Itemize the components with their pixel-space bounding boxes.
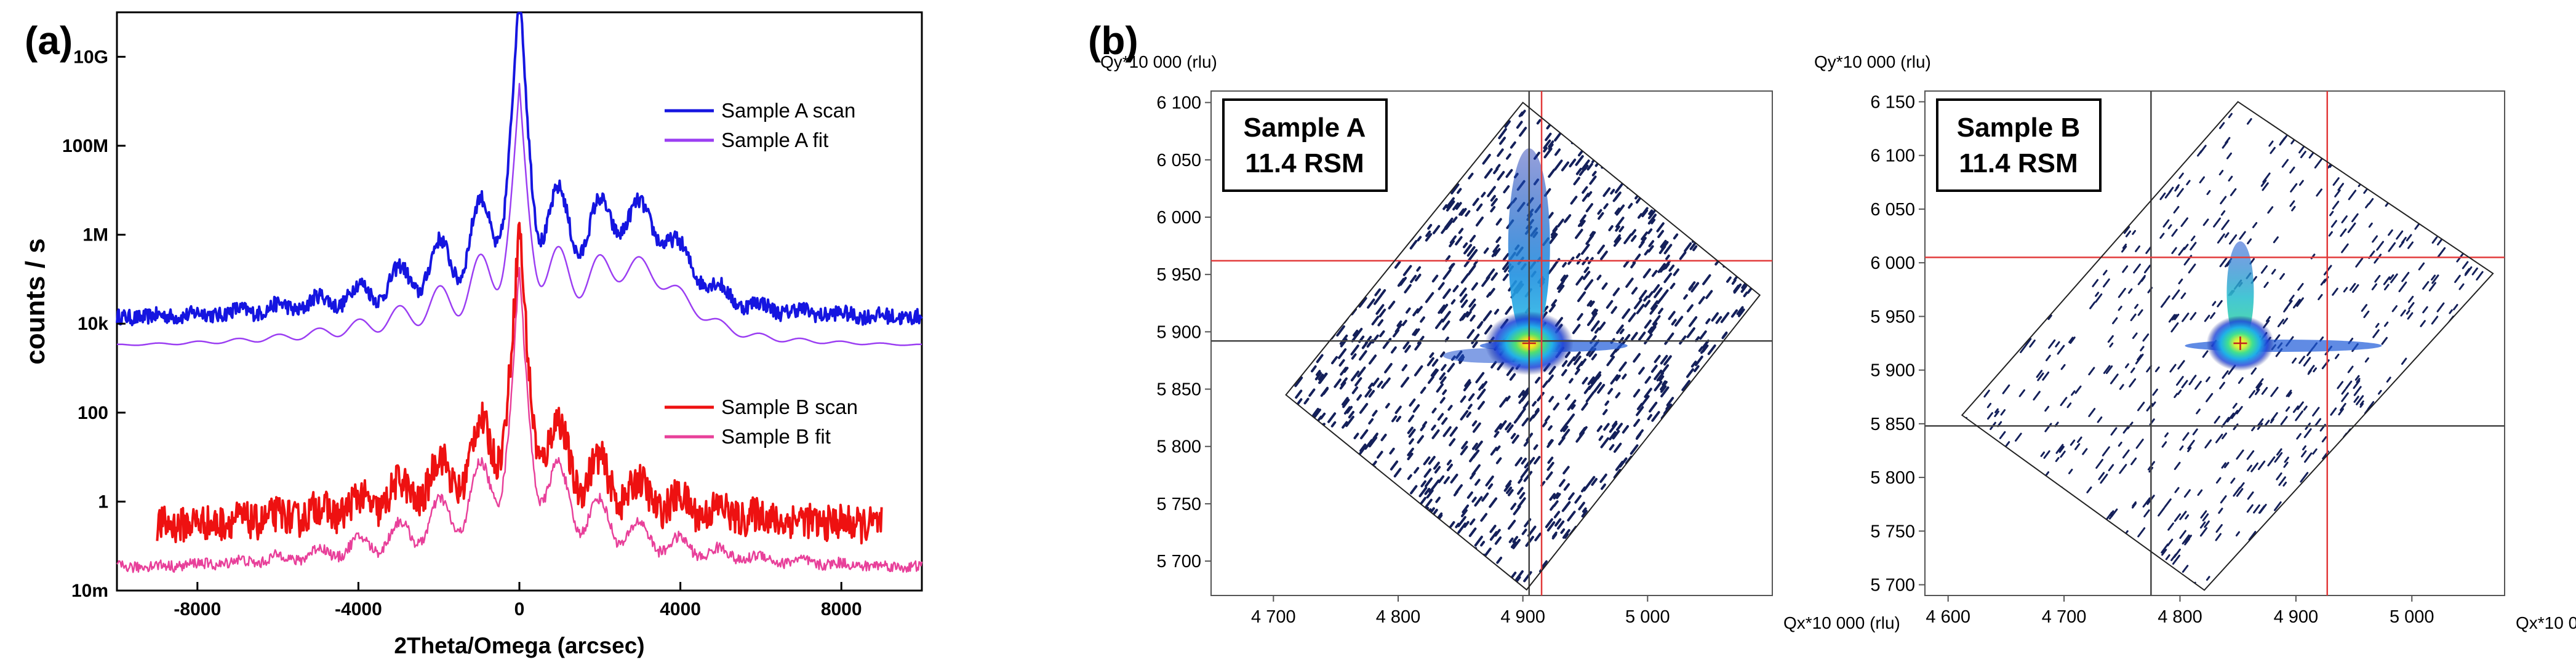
rsm-y-tick-label: 5 800: [1156, 437, 1201, 457]
plot-a-axes-group: -8000 -4000 0 4000 8000 10m 1 100 10k 1M 100M 10G: [62, 47, 862, 619]
y-tick-label: 1: [98, 492, 108, 512]
plot-a-legend: Sample A scan Sample A fit Sample B scan Sa…: [665, 99, 858, 448]
panel-b-tag: (b): [1088, 18, 1138, 63]
rsm-y-tick-label: 6 100: [1156, 94, 1201, 113]
series-line-sample-a-scan: [116, 12, 923, 327]
rsm-y-tick-label: 5 900: [1156, 322, 1201, 342]
rsm-x-tick-label: 4 800: [1376, 607, 1421, 627]
plot-a-x-axis-title: 2Theta/Omega (arcsec): [394, 633, 644, 658]
rsm-y-tick-label: 5 750: [1156, 495, 1201, 514]
x-tick-label: -8000: [174, 599, 221, 619]
rsm-x-tick-label: 4 900: [2274, 607, 2319, 627]
rsm-peak-marker: [2233, 336, 2247, 350]
legend-label: Sample A scan: [721, 99, 855, 122]
rsm-y-tick-label: 6 000: [1156, 208, 1201, 228]
rsm-footprint-outline: [1285, 102, 1761, 591]
rsm-x-tick-label: 4 700: [2042, 607, 2087, 627]
rsm-x-tick-label: 4 700: [1251, 607, 1296, 627]
series-line-sample-a-fit: [117, 82, 922, 346]
rsm-x-tick-label: 4 800: [2158, 607, 2202, 627]
plot-a-series-group: [116, 12, 923, 573]
rsm-sample-label-box: Sample A 11.4 RSM: [1222, 98, 1388, 192]
y-tick-label: 1M: [82, 225, 108, 245]
rsm-label-frame: [1222, 98, 1388, 192]
y-tick-label: 100M: [62, 136, 108, 156]
x-tick-label: -4000: [335, 599, 382, 619]
rsm-y-tick-label: 5 700: [1870, 576, 1915, 595]
rsm-y-tick-label: 5 800: [1870, 468, 1915, 488]
legend-label: Sample B scan: [721, 396, 858, 418]
y-tick-label: 10k: [78, 314, 108, 334]
panel-a-tag: (a): [25, 18, 73, 63]
y-tick-label: 10m: [71, 581, 108, 601]
rsm-y-tick-label: 6 050: [1156, 151, 1201, 170]
rsm-y-tick-label: 6 150: [1870, 92, 1915, 112]
x-tick-label: 0: [514, 599, 525, 619]
legend-label: Sample A fit: [721, 129, 828, 151]
series-line-sample-b-scan: [156, 221, 883, 545]
series-line-sample-b-fit: [116, 266, 923, 573]
rsm-label-title: 11.4 RSM: [1959, 148, 2078, 178]
y-tick-label: 100: [78, 403, 108, 423]
rsm-y-tick-label: 5 700: [1156, 552, 1201, 571]
rsm-label-sample: Sample A: [1244, 113, 1366, 143]
plot-a-y-axis-title: counts / s: [20, 238, 50, 364]
rsm-x-tick-label: 5 000: [1625, 607, 1670, 627]
y-tick-label: 10G: [73, 47, 108, 67]
rsm-y-tick-label: 5 850: [1870, 415, 1915, 434]
rsm-peak-marker: [1522, 336, 1536, 350]
rsm-y-tick-label: 5 950: [1156, 265, 1201, 285]
rsm-y-tick-label: 5 900: [1870, 361, 1915, 381]
rsm-label-title: 11.4 RSM: [1245, 148, 1364, 178]
rsm-x-tick-label: 4 600: [1926, 607, 1970, 627]
rsm-y-tick-label: 6 050: [1870, 200, 1915, 220]
rsm-map-sample-b: 4 600 4 700 4 800 4 900 5 000 5 700 5 750 5 800…: [1814, 52, 2576, 632]
legend-label: Sample B fit: [721, 425, 831, 448]
x-tick-label: 8000: [821, 599, 862, 619]
rsm-label-frame: [1936, 98, 2102, 192]
rsm-x-axis-title: Qx*10 000 (rlu): [2516, 613, 2576, 632]
rsm-x-tick-label: 5 000: [2390, 607, 2434, 627]
rsm-y-tick-label: 6 100: [1870, 146, 1915, 166]
rsm-y-tick-label: 6 000: [1870, 253, 1915, 273]
rsm-y-tick-label: 5 750: [1870, 522, 1915, 541]
rsm-label-sample: Sample B: [1957, 113, 2081, 143]
rsm-y-tick-label: 5 850: [1156, 380, 1201, 400]
rsm-footprint-outline: [1961, 101, 2494, 591]
rsm-x-tick-label: 4 900: [1500, 607, 1545, 627]
rsm-y-tick-label: 5 950: [1870, 307, 1915, 327]
rsm-y-axis-title: Qy*10 000 (rlu): [1100, 52, 1217, 71]
panel-a-line-chart: -8000 -4000 0 4000 8000 10m 1 100 10k 1M 100M 10G S…: [62, 11, 923, 619]
x-tick-label: 4000: [660, 599, 701, 619]
rsm-map-sample-a: 4 700 4 800 4 900 5 000 5 700 5 750 5 800 5 850…: [1100, 52, 1900, 632]
rsm-y-axis-title: Qy*10 000 (rlu): [1814, 52, 1931, 71]
rsm-sample-label-box: Sample B 11.4 RSM: [1936, 98, 2102, 192]
rsm-x-axis-title: Qx*10 000 (rlu): [1783, 613, 1900, 632]
